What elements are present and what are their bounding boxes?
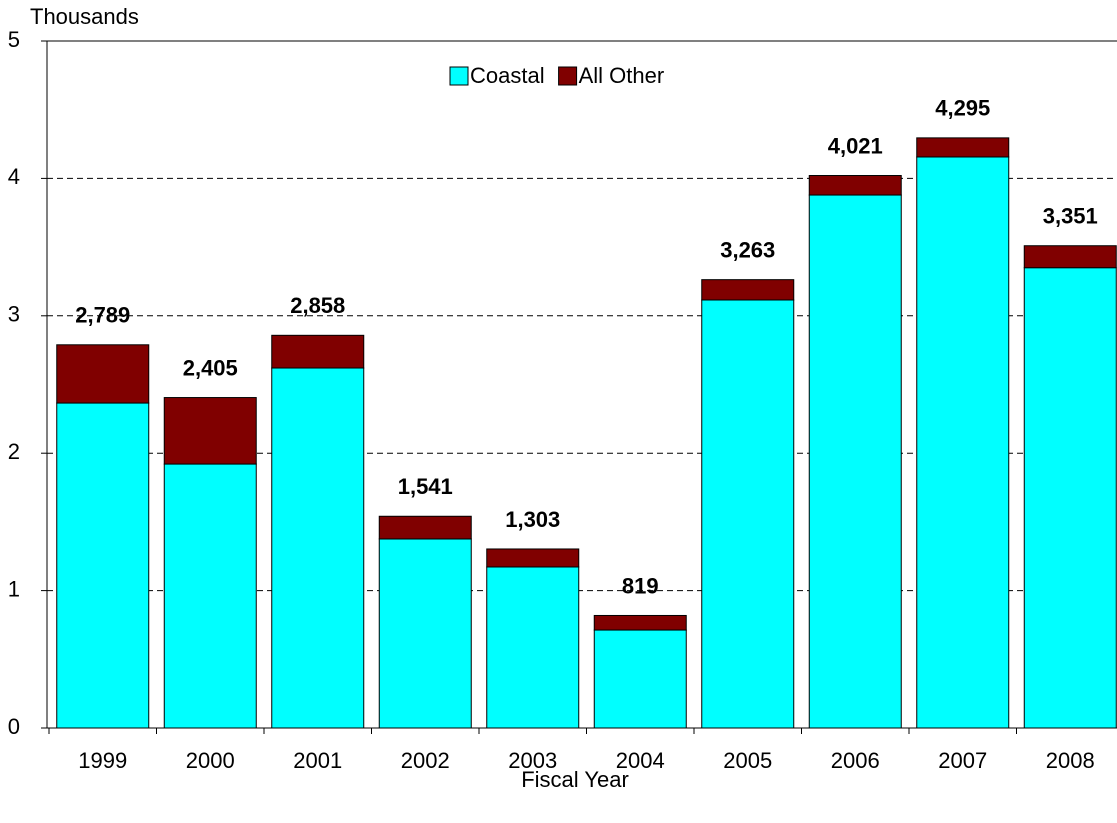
y-tick-label: 5 — [8, 27, 20, 52]
bar-segment — [1023, 245, 1117, 269]
total-label: 819 — [622, 573, 659, 598]
total-label: 3,263 — [720, 237, 775, 262]
bar-segment — [916, 156, 1010, 729]
bar-segment — [593, 629, 687, 729]
bar-segment — [808, 175, 902, 196]
x-tick-label: 2002 — [401, 748, 450, 773]
bar-segment — [593, 614, 687, 631]
bar-segment — [163, 463, 257, 729]
x-tick-label: 1999 — [78, 748, 127, 773]
bar-segment — [808, 194, 902, 729]
bar-segment — [486, 548, 580, 568]
y-axis-title: Thousands — [30, 4, 139, 29]
total-label: 1,541 — [398, 474, 453, 499]
y-tick-label: 2 — [8, 439, 20, 464]
bar-segment — [271, 367, 365, 729]
total-label: 1,303 — [505, 507, 560, 532]
y-tick-label: 4 — [8, 164, 20, 189]
total-label: 2,789 — [75, 303, 130, 328]
x-tick-label: 2006 — [831, 748, 880, 773]
bar-segment — [378, 538, 472, 729]
x-tick-label: 2001 — [293, 748, 342, 773]
x-tick-label: 2007 — [938, 748, 987, 773]
x-tick-label: 2008 — [1046, 748, 1095, 773]
bar-segment — [1023, 267, 1117, 729]
x-tick-label: 2005 — [723, 748, 772, 773]
x-tick-label: 2003 — [508, 748, 557, 773]
total-label: 4,021 — [828, 133, 883, 158]
bar-segment — [916, 137, 1010, 158]
total-label: 4,295 — [935, 96, 990, 121]
bar-segment — [701, 299, 795, 729]
y-tick-label: 3 — [8, 302, 20, 327]
x-tick-label: 2000 — [186, 748, 235, 773]
y-tick-label: 1 — [8, 576, 20, 601]
total-label: 3,351 — [1043, 204, 1098, 229]
bar-segment — [163, 397, 257, 465]
bar-segment — [486, 566, 580, 729]
legend-label: Coastal — [470, 63, 545, 88]
legend-label: All Other — [579, 63, 665, 88]
bar-segment — [56, 344, 150, 404]
bar-segment — [378, 515, 472, 540]
bar-segment — [56, 402, 150, 729]
legend-swatch — [449, 66, 469, 86]
y-tick-label: 0 — [8, 714, 20, 739]
bar-segment — [271, 334, 365, 369]
total-label: 2,858 — [290, 293, 345, 318]
legend-swatch — [558, 66, 578, 86]
x-axis-title: Fiscal Year — [521, 767, 629, 792]
x-tick-label: 2004 — [616, 748, 665, 773]
total-label: 2,405 — [183, 355, 238, 380]
bar-segment — [701, 279, 795, 301]
